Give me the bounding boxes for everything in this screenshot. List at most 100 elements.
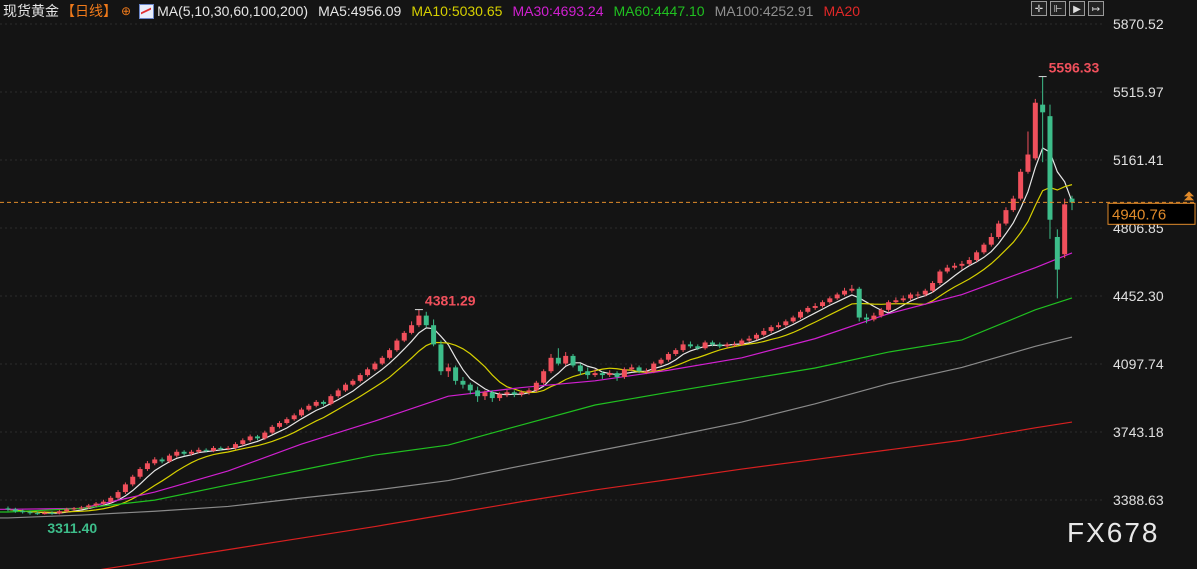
price-annotation: 3311.40 [47,520,97,536]
y-tick-label: 4097.74 [1113,356,1164,372]
candle-body [981,244,987,253]
candle-body [166,455,172,462]
candle-body [365,369,371,376]
candle [159,457,165,464]
candle [643,368,649,375]
chart-header: 现货黄金 【日线】 ⊕ MA(5,10,30,60,100,200) MA5:4… [3,2,870,20]
candle-body [49,512,55,514]
candle [673,348,679,356]
candle-body [1018,171,1024,199]
crosshair-toggle-icon[interactable]: ⊕ [121,4,132,18]
candle [328,394,334,406]
candle [357,373,363,383]
candle [321,400,327,406]
candle [64,507,70,513]
candle-body [475,390,481,397]
candle [797,309,803,320]
candle [1025,131,1031,174]
candle-body [871,315,877,320]
candle [460,376,466,389]
candle-body [130,476,136,485]
candle [438,340,444,376]
candle [115,490,121,500]
candle-body [519,392,525,395]
y-tick-label: 5870.52 [1113,16,1164,32]
candle [709,340,715,347]
zoom-in-icon[interactable]: ⊩ [1050,1,1066,16]
candle [548,353,554,374]
candle [607,370,613,377]
chevron-up-icon[interactable] [1184,191,1194,201]
candle-body [812,306,818,308]
move-right-icon[interactable]: ↦ [1088,1,1104,16]
candle-body [783,321,789,326]
candle-body [797,311,803,318]
candle-body [86,505,92,508]
candle [842,287,848,297]
candle [130,474,136,487]
candle [827,296,833,304]
candle [614,371,620,381]
candle-body [284,419,290,424]
candle-body [959,263,965,266]
candle-body [548,357,554,372]
candle [166,453,172,463]
candle-body [937,271,943,284]
candle-body [100,501,106,504]
indicator-chart-icon[interactable] [139,3,155,19]
candle-body [1010,198,1016,211]
candle [937,269,943,285]
candle-body [834,294,840,299]
candle [394,338,400,352]
candle [12,507,18,513]
candle-body [240,440,246,445]
candle [387,348,393,360]
candle-body [460,380,466,385]
candle-body [709,342,715,345]
candle-body [585,371,591,376]
candle-body [702,342,708,349]
candle-body [71,508,77,510]
candle-body [996,223,1002,237]
candle-body [387,350,393,358]
candle-body [64,509,70,512]
candle-body [159,459,165,462]
candle [775,322,781,329]
candle [592,369,598,377]
candle-body [658,359,664,364]
candle-body [849,288,855,291]
candle-body [203,449,209,451]
crosshair-icon[interactable]: ✛ [1031,1,1047,16]
candle-body [599,373,605,376]
candle [871,312,877,322]
candle [570,353,576,368]
candle-body [232,444,238,448]
candle-body [504,392,510,395]
candle [966,257,972,266]
candle-body [717,344,723,347]
candle [886,300,892,312]
candle [658,357,664,366]
candle-body [900,298,906,301]
ma30-readout: MA30:4693.24 [512,3,604,19]
candle-body [115,492,121,498]
candle [262,430,268,440]
candle-body [144,463,150,470]
candle-body [343,384,349,391]
play-icon[interactable]: ▶ [1069,1,1085,16]
candle [240,438,246,446]
candle [49,511,55,515]
candle [203,448,209,453]
indicator-name[interactable]: MA(5,10,30,60,100,200) [157,3,309,19]
candle [908,292,914,301]
candle-body [1069,198,1075,203]
candle-body [416,315,422,326]
candle-body [952,265,958,268]
candle-body [438,344,444,372]
candle-body [930,283,936,291]
candle-body [761,330,767,335]
candle [42,511,48,515]
period-selector[interactable]: 【日线】 [61,3,117,19]
candle-body [1054,236,1060,270]
